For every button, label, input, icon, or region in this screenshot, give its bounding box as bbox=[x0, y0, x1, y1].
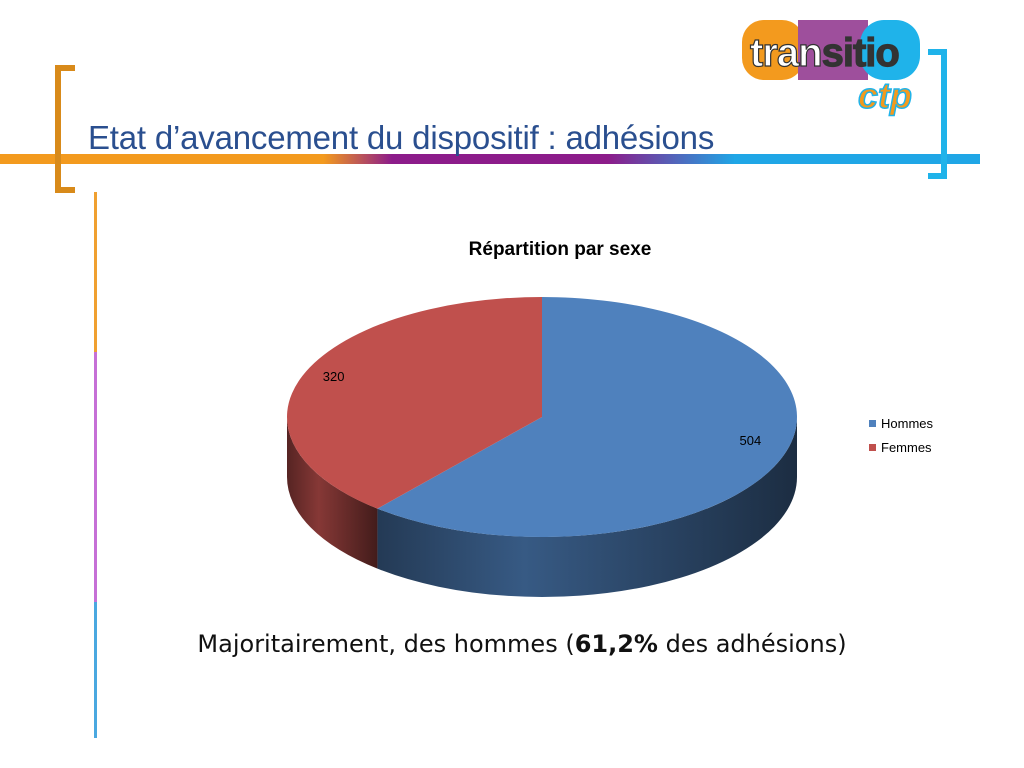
chart-title: Répartition par sexe bbox=[469, 239, 652, 260]
legend-swatch-hommes bbox=[869, 420, 876, 427]
left-bracket bbox=[55, 65, 75, 193]
data-label-hommes: 504 bbox=[739, 433, 761, 448]
svg-text:transitio: transitio bbox=[750, 31, 899, 75]
summary-before: Majoritairement, des hommes ( bbox=[197, 630, 575, 658]
logo-text-c: ctp bbox=[858, 75, 912, 116]
legend-label-femmes: Femmes bbox=[881, 440, 932, 455]
pie-chart: Répartition par sexe 504 320 Hommes Femmes bbox=[286, 239, 934, 597]
logo-text-a: tran bbox=[750, 31, 822, 75]
logo-text-b: sitio bbox=[822, 31, 899, 75]
brand-logo: transitio ctp bbox=[742, 20, 920, 117]
legend-label-hommes: Hommes bbox=[881, 416, 934, 431]
pie-side-femmes bbox=[287, 417, 378, 569]
vertical-bar-blue bbox=[94, 602, 97, 738]
data-label-femmes: 320 bbox=[323, 369, 345, 384]
pie-slice-femmes bbox=[286, 297, 542, 509]
page-title: Etat d’avancement du dispositif : adhési… bbox=[88, 119, 715, 156]
pie-slice-hommes bbox=[377, 297, 797, 537]
summary-highlight: 61,2% bbox=[574, 630, 658, 658]
vertical-bar-orange bbox=[94, 192, 97, 352]
right-bracket bbox=[928, 49, 947, 179]
header-color-bar bbox=[0, 154, 980, 164]
summary-after: des adhésions) bbox=[657, 630, 847, 658]
legend-swatch-femmes bbox=[869, 444, 876, 451]
vertical-bar-violet bbox=[94, 352, 97, 602]
summary-text: Majoritairement, des hommes (61,2% des a… bbox=[0, 630, 1024, 658]
pie-side-hommes bbox=[377, 417, 797, 597]
